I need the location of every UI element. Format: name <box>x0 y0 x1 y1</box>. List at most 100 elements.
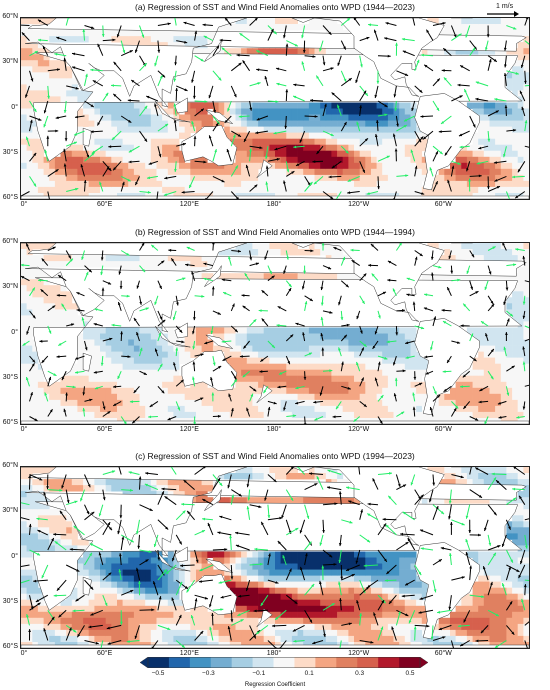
sst-cell <box>286 102 293 109</box>
sst-cell <box>342 114 349 121</box>
sst-cell <box>325 186 332 194</box>
sst-cell <box>21 387 28 395</box>
sst-cell <box>66 617 73 625</box>
sst-cell <box>88 186 95 194</box>
sst-cell <box>201 180 208 188</box>
sst-cell <box>32 587 39 595</box>
sst-cell <box>252 369 259 377</box>
sst-cell <box>472 138 479 146</box>
sst-cell <box>325 18 332 25</box>
sst-cell <box>162 629 169 637</box>
sst-cell <box>83 36 90 43</box>
sst-cell <box>291 108 298 115</box>
sst-cell <box>49 479 56 486</box>
sst-cell <box>517 285 524 292</box>
sst-cell <box>269 339 276 346</box>
sst-cell <box>71 309 78 316</box>
sst-cell <box>229 351 236 359</box>
sst-cell <box>21 180 28 188</box>
sst-cell <box>139 357 146 365</box>
wind-vector <box>277 385 287 389</box>
sst-cell <box>77 599 84 607</box>
sst-cell <box>229 249 236 256</box>
sst-cell <box>190 351 197 359</box>
sst-cell <box>387 393 394 401</box>
sst-cell <box>150 381 157 389</box>
sst-cell <box>308 497 315 504</box>
sst-cell <box>139 138 146 146</box>
sst-cell <box>269 180 276 188</box>
sst-cell <box>43 156 50 164</box>
sst-cell <box>83 599 90 607</box>
wind-vector <box>412 392 416 402</box>
sst-cell <box>275 587 282 595</box>
sst-cell <box>66 479 73 486</box>
sst-cell <box>416 132 423 140</box>
sst-cell <box>37 66 44 73</box>
sst-cell <box>359 551 366 558</box>
sst-cell <box>483 255 490 262</box>
sst-cell <box>433 243 440 250</box>
sst-cell <box>21 150 28 158</box>
sst-cell <box>179 569 186 577</box>
wind-vector <box>469 280 473 290</box>
sst-cell <box>280 557 287 564</box>
sst-cell <box>26 357 33 365</box>
sst-cell <box>523 96 529 103</box>
sst-cell <box>258 150 265 158</box>
sst-cell <box>111 144 118 152</box>
wind-vector <box>442 370 452 373</box>
sst-cell <box>314 569 321 577</box>
wind-vector <box>512 175 525 179</box>
sst-cell <box>263 351 270 359</box>
sst-cell <box>145 381 152 389</box>
sst-cell <box>472 249 479 256</box>
sst-cell <box>314 345 321 353</box>
sst-cell <box>506 126 513 134</box>
sst-cell <box>26 545 33 552</box>
sst-cell <box>297 575 304 583</box>
sst-cell <box>308 369 315 377</box>
sst-cell <box>286 375 293 383</box>
sst-cell <box>184 36 191 43</box>
sst-cell <box>371 357 378 365</box>
sst-cell <box>404 180 411 188</box>
sst-cell <box>88 479 95 486</box>
sst-cell <box>246 575 253 583</box>
sst-cell <box>229 563 236 570</box>
sst-cell <box>88 327 95 334</box>
sst-cell <box>150 333 157 340</box>
sst-cell <box>235 273 242 280</box>
sst-cell <box>506 168 513 176</box>
sst-cell <box>382 138 389 146</box>
sst-cell <box>128 30 135 37</box>
wind-vector <box>230 378 238 387</box>
sst-cell <box>218 333 225 340</box>
sst-cell <box>280 249 287 256</box>
sst-cell <box>21 467 28 474</box>
sst-cell <box>111 629 118 637</box>
sst-cell <box>83 551 90 558</box>
sst-cell <box>320 497 327 504</box>
sst-cell <box>66 605 73 613</box>
wind-vector <box>359 161 366 173</box>
sst-cell <box>252 575 259 583</box>
wind-vector <box>377 100 388 108</box>
sst-cell <box>512 327 519 334</box>
sst-cell <box>43 72 50 79</box>
sst-cell <box>21 405 28 413</box>
sst-cell <box>263 174 270 182</box>
sst-cell <box>54 60 61 67</box>
sst-cell <box>297 114 304 121</box>
sst-cell <box>190 393 197 401</box>
sst-cell <box>376 399 383 407</box>
wind-vector <box>316 145 324 155</box>
sst-cell <box>269 249 276 256</box>
sst-cell <box>348 369 355 377</box>
sst-cell <box>145 485 152 492</box>
sst-cell <box>179 168 186 176</box>
sst-cell <box>308 357 315 365</box>
sst-cell <box>337 180 344 188</box>
sst-cell <box>229 132 236 140</box>
wind-vector <box>210 376 214 387</box>
